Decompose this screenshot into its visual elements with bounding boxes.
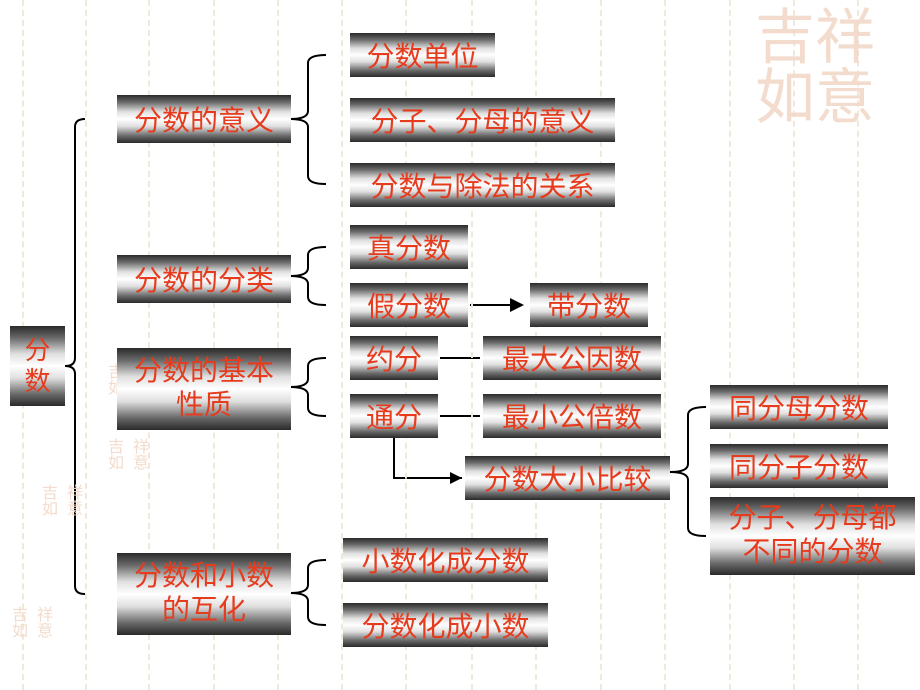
node-b3c1: 约分 <box>350 336 438 380</box>
node-root: 分数 <box>10 326 65 406</box>
node-b4c1: 小数化成分数 <box>343 538 548 582</box>
node-b2: 分数的分类 <box>117 255 291 303</box>
node-b2c1: 真分数 <box>350 225 468 269</box>
node-b1c2: 分子、分母的意义 <box>350 98 615 142</box>
grid-line <box>857 0 859 690</box>
watermark-seal: 吉祥如意 <box>720 8 910 128</box>
node-b4: 分数和小数的互化 <box>117 553 291 635</box>
watermark-seal: 吉祥如意 <box>12 608 62 640</box>
node-b3c1a: 最大公因数 <box>483 336 661 380</box>
grid-line <box>793 0 795 690</box>
grid-line <box>85 0 87 690</box>
grid-line <box>341 0 343 690</box>
watermark-seal: 吉祥如意 <box>108 440 158 472</box>
grid-line <box>664 0 666 690</box>
node-cmp: 分数大小比较 <box>465 456 670 500</box>
grid-line <box>729 0 731 690</box>
node-cmp1: 同分母分数 <box>710 385 888 429</box>
node-b2c2: 假分数 <box>350 283 468 327</box>
node-b1c1: 分数单位 <box>350 33 495 77</box>
node-b3c2: 通分 <box>350 394 438 438</box>
node-b3c2a: 最小公倍数 <box>483 394 661 438</box>
node-b3: 分数的基本性质 <box>117 348 291 430</box>
node-b1c3: 分数与除法的关系 <box>350 163 615 207</box>
node-b1: 分数的意义 <box>117 95 291 143</box>
node-cmp2: 同分子分数 <box>710 444 888 488</box>
node-b4c2: 分数化成小数 <box>343 603 548 647</box>
node-cmp3: 分子、分母都不同的分数 <box>710 497 915 575</box>
node-b2c2a: 带分数 <box>530 283 648 327</box>
